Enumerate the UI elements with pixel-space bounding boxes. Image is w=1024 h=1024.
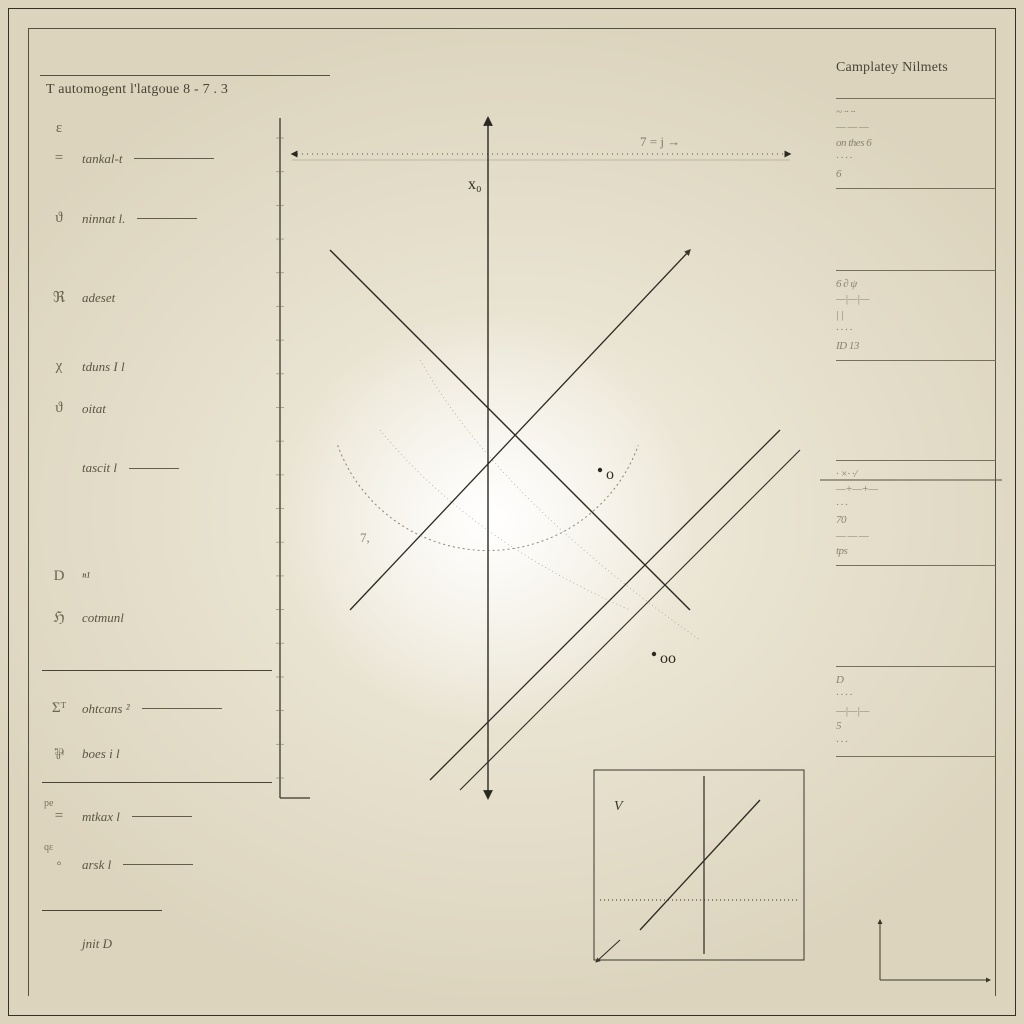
label-arrow-right: 7 = j →	[640, 134, 680, 150]
sketch-sep	[836, 270, 996, 271]
right-sketch-block: ~ ·· ··— — —on thes 6· · · ·6	[836, 92, 996, 195]
sketch-sep	[836, 98, 996, 99]
sketch-rows: D· · · ·—|—|—5· · ·	[836, 673, 996, 750]
right-sketch-block: · ×· ·/—+—+—· · ·70— — —tps	[836, 454, 996, 572]
sketch-sep	[836, 756, 996, 757]
sketch-sep	[836, 360, 996, 361]
label-oo: oo	[660, 650, 676, 668]
label-o: o	[606, 466, 614, 484]
sketch-sep	[836, 460, 996, 461]
sketch-sep	[836, 188, 996, 189]
sketch-sep	[836, 565, 996, 566]
sketch-rows: ~ ·· ··— — —on thes 6· · · ·6	[836, 105, 996, 182]
sketch-rows: 6 ∂ ψ—|—|— | |· · · ·ID 13	[836, 277, 996, 354]
right-sketch-block: D· · · ·—|—|—5· · ·	[836, 660, 996, 763]
label-xo: x₀	[468, 176, 482, 194]
right-sketch-block: 6 ∂ ψ—|—|— | |· · · ·ID 13	[836, 264, 996, 367]
svg-text:V: V	[614, 799, 624, 814]
label-seven: 7,	[360, 530, 370, 546]
sketch-rows: · ×· ·/—+—+—· · ·70— — —tps	[836, 467, 996, 559]
mini-plot: V	[594, 770, 804, 960]
sketch-sep	[836, 666, 996, 667]
